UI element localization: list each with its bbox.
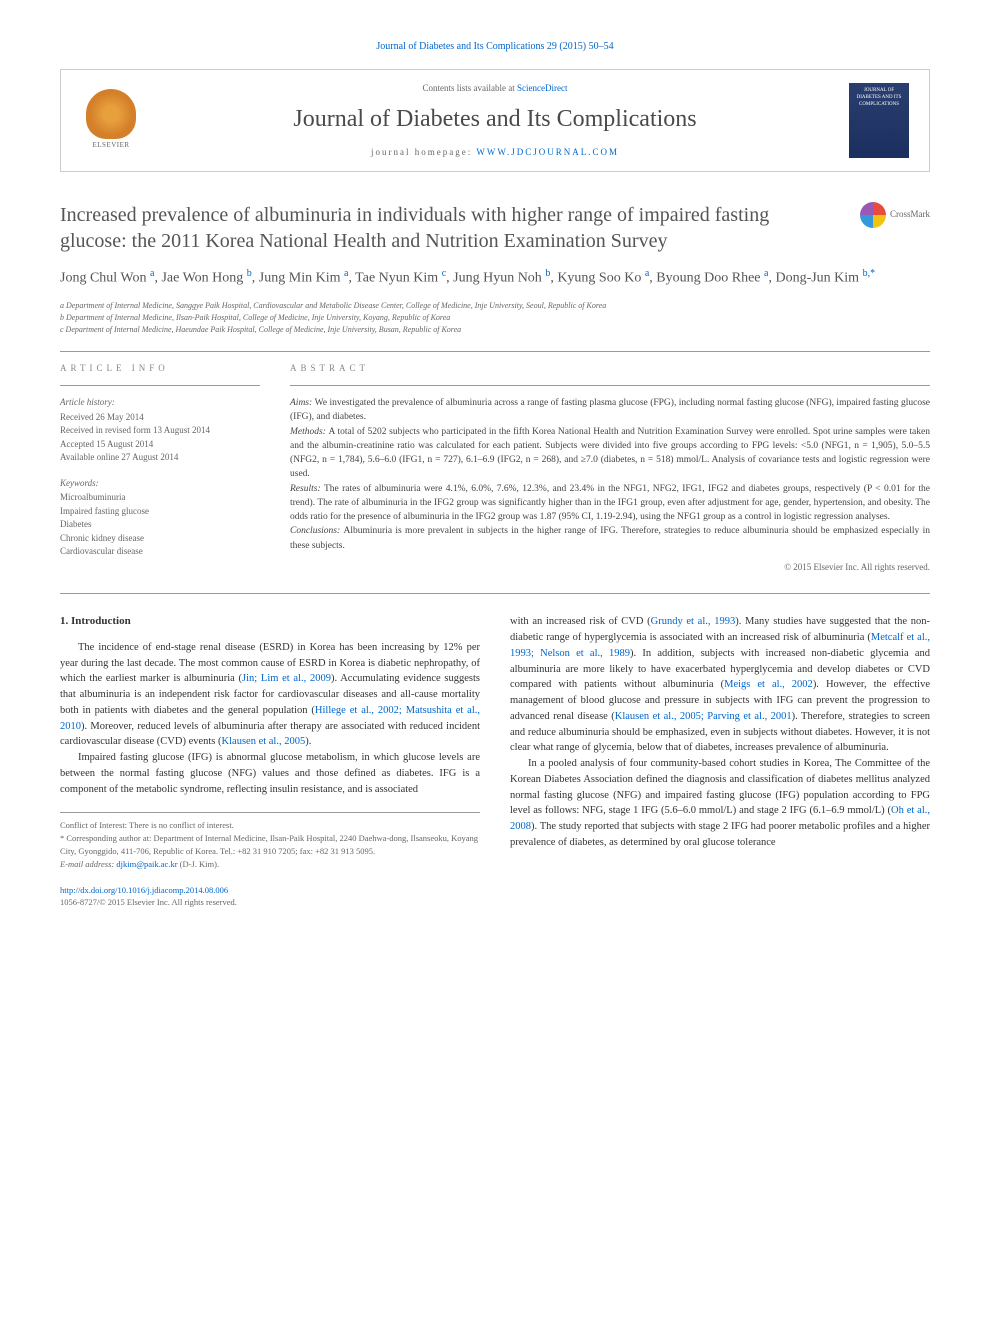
journal-name: Journal of Diabetes and Its Complication… <box>141 103 849 137</box>
text: ). <box>305 736 311 747</box>
divider <box>60 351 930 352</box>
conclusions-label: Conclusions: <box>290 526 343 536</box>
methods-text: A total of 5202 subjects who participate… <box>290 427 930 480</box>
body-paragraph: In a pooled analysis of four community-b… <box>510 756 930 851</box>
text: ). The study reported that subjects with… <box>510 821 930 848</box>
keyword: Diabetes <box>60 518 260 532</box>
email-link[interactable]: djkim@paik.ac.kr <box>116 859 177 869</box>
article-info-sidebar: article info Article history: Received 2… <box>60 362 260 573</box>
conclusions-text: Albuminuria is more prevalent in subject… <box>290 526 930 550</box>
affiliation-c: c Department of Internal Medicine, Haeun… <box>60 324 930 336</box>
abstract-column: abstract Aims: We investigated the preva… <box>290 362 930 573</box>
body-column-left: 1. Introduction The incidence of end-sta… <box>60 614 480 909</box>
info-abstract-row: article info Article history: Received 2… <box>60 362 930 573</box>
email-label: E-mail address: <box>60 859 116 869</box>
divider <box>60 385 260 386</box>
history-revised: Received in revised form 13 August 2014 <box>60 424 260 438</box>
citation-link[interactable]: Jin; Lim et al., 2009 <box>242 673 331 684</box>
history-accepted: Accepted 15 August 2014 <box>60 438 260 452</box>
text: with an increased risk of CVD ( <box>510 616 651 627</box>
affiliations: a Department of Internal Medicine, Sangg… <box>60 300 930 336</box>
body-columns: 1. Introduction The incidence of end-sta… <box>60 614 930 909</box>
abstract-text: Aims: We investigated the prevalence of … <box>290 396 930 553</box>
results-label: Results: <box>290 484 324 494</box>
keyword: Microalbuminuria <box>60 491 260 505</box>
crossmark-label: CrossMark <box>890 208 930 221</box>
title-row: Increased prevalence of albuminuria in i… <box>60 202 930 254</box>
body-column-right: with an increased risk of CVD (Grundy et… <box>510 614 930 909</box>
footnotes: Conflict of Interest: There is no confli… <box>60 812 480 870</box>
history-label: Article history: <box>60 396 260 409</box>
crossmark-badge[interactable]: CrossMark <box>860 202 930 228</box>
keyword: Chronic kidney disease <box>60 532 260 546</box>
footer: http://dx.doi.org/10.1016/j.jdiacomp.201… <box>60 885 480 909</box>
elsevier-logo: ELSEVIER <box>81 85 141 155</box>
doi-link[interactable]: http://dx.doi.org/10.1016/j.jdiacomp.201… <box>60 885 228 895</box>
keyword: Impaired fasting glucose <box>60 505 260 519</box>
conflict-of-interest: Conflict of Interest: There is no confli… <box>60 819 480 832</box>
issn-copyright: 1056-8727/© 2015 Elsevier Inc. All right… <box>60 897 237 907</box>
email-suffix: (D-J. Kim). <box>178 859 220 869</box>
divider <box>290 385 930 386</box>
text: In a pooled analysis of four community-b… <box>510 758 930 816</box>
citation-link[interactable]: Meigs et al., 2002 <box>724 679 813 690</box>
introduction-heading: 1. Introduction <box>60 614 480 629</box>
results-text: The rates of albuminuria were 4.1%, 6.0%… <box>290 484 930 523</box>
elsevier-tree-icon <box>86 89 136 139</box>
body-paragraph: The incidence of end-stage renal disease… <box>60 640 480 750</box>
sciencedirect-link[interactable]: ScienceDirect <box>517 83 567 93</box>
citation-link[interactable]: Klausen et al., 2005 <box>222 736 306 747</box>
history-received: Received 26 May 2014 <box>60 411 260 425</box>
corresponding-author: * Corresponding author at: Department of… <box>60 832 480 858</box>
abstract-heading: abstract <box>290 362 930 375</box>
divider <box>60 593 930 594</box>
crossmark-icon <box>860 202 886 228</box>
running-head[interactable]: Journal of Diabetes and Its Complication… <box>60 40 930 54</box>
copyright: © 2015 Elsevier Inc. All rights reserved… <box>290 561 930 574</box>
contents-available: Contents lists available at ScienceDirec… <box>141 82 849 95</box>
author-list: Jong Chul Won a, Jae Won Hong b, Jung Mi… <box>60 266 930 289</box>
article-title: Increased prevalence of albuminuria in i… <box>60 202 860 254</box>
contents-prefix: Contents lists available at <box>423 83 517 93</box>
keyword: Cardiovascular disease <box>60 545 260 559</box>
article-info-heading: article info <box>60 362 260 375</box>
body-paragraph: Impaired fasting glucose (IFG) is abnorm… <box>60 750 480 797</box>
aims-text: We investigated the prevalence of albumi… <box>290 398 930 422</box>
affiliation-a: a Department of Internal Medicine, Sangg… <box>60 300 930 312</box>
journal-cover-thumbnail: JOURNAL OF DIABETES AND ITS COMPLICATION… <box>849 83 909 158</box>
homepage-prefix: journal homepage: <box>371 147 476 157</box>
homepage-link[interactable]: WWW.JDCJOURNAL.COM <box>476 147 619 157</box>
journal-homepage: journal homepage: WWW.JDCJOURNAL.COM <box>141 146 849 159</box>
email-line: E-mail address: djkim@paik.ac.kr (D-J. K… <box>60 858 480 871</box>
history-online: Available online 27 August 2014 <box>60 451 260 465</box>
header-center: Contents lists available at ScienceDirec… <box>141 82 849 159</box>
affiliation-b: b Department of Internal Medicine, Ilsan… <box>60 312 930 324</box>
citation-link[interactable]: Grundy et al., 1993 <box>651 616 736 627</box>
methods-label: Methods: <box>290 427 329 437</box>
elsevier-label: ELSEVIER <box>92 141 129 151</box>
keywords-label: Keywords: <box>60 477 260 490</box>
journal-header: ELSEVIER Contents lists available at Sci… <box>60 69 930 172</box>
citation-link[interactable]: Klausen et al., 2005; Parving et al., 20… <box>615 711 792 722</box>
body-paragraph: with an increased risk of CVD (Grundy et… <box>510 614 930 756</box>
aims-label: Aims: <box>290 398 315 408</box>
